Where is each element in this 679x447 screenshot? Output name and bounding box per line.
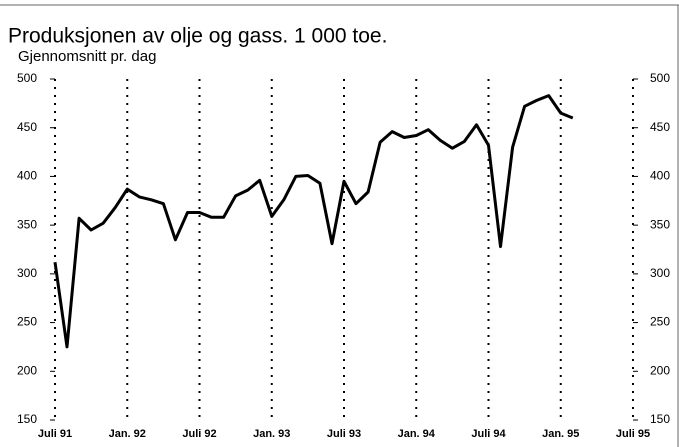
y-tick-label: 150 [17, 412, 37, 426]
x-tick-label: Jan. 94 [398, 428, 436, 440]
y-tick-label: 400 [17, 169, 37, 183]
data-line [53, 94, 574, 349]
y-tick-label-right: 400 [650, 169, 670, 183]
chart-subtitle: Gjennomsnitt pr. dag [18, 48, 156, 65]
x-tick-label: Juli 91 [38, 428, 72, 440]
y-tick-label: 250 [17, 315, 37, 329]
chart-title: Produksjonen av olje og gass. 1 000 toe. [8, 25, 387, 48]
x-tick-label: Jan. 92 [109, 428, 146, 440]
y-tick-label: 300 [17, 266, 37, 280]
x-tick-label: Jan. 95 [542, 428, 579, 440]
x-tick-label: Juli 95 [616, 428, 650, 440]
y-tick-label-right: 200 [650, 363, 670, 377]
y-tick-label-right: 250 [650, 315, 670, 329]
x-tick-label: Juli 92 [182, 428, 216, 440]
y-tick-label-right: 500 [650, 71, 670, 85]
y-tick-label-right: 300 [650, 266, 670, 280]
y-tick-label-right: 450 [650, 120, 670, 134]
y-tick-label: 500 [17, 71, 37, 85]
y-tick-label-right: 150 [650, 412, 670, 426]
y-tick-label: 200 [17, 363, 37, 377]
y-tick-label: 350 [17, 217, 37, 231]
x-tick-label: Juli 94 [471, 428, 506, 440]
y-tick-label-right: 350 [650, 217, 670, 231]
x-tick-label: Jan. 93 [253, 428, 290, 440]
y-tick-label: 450 [17, 120, 37, 134]
x-tick-label: Juli 93 [327, 428, 361, 440]
